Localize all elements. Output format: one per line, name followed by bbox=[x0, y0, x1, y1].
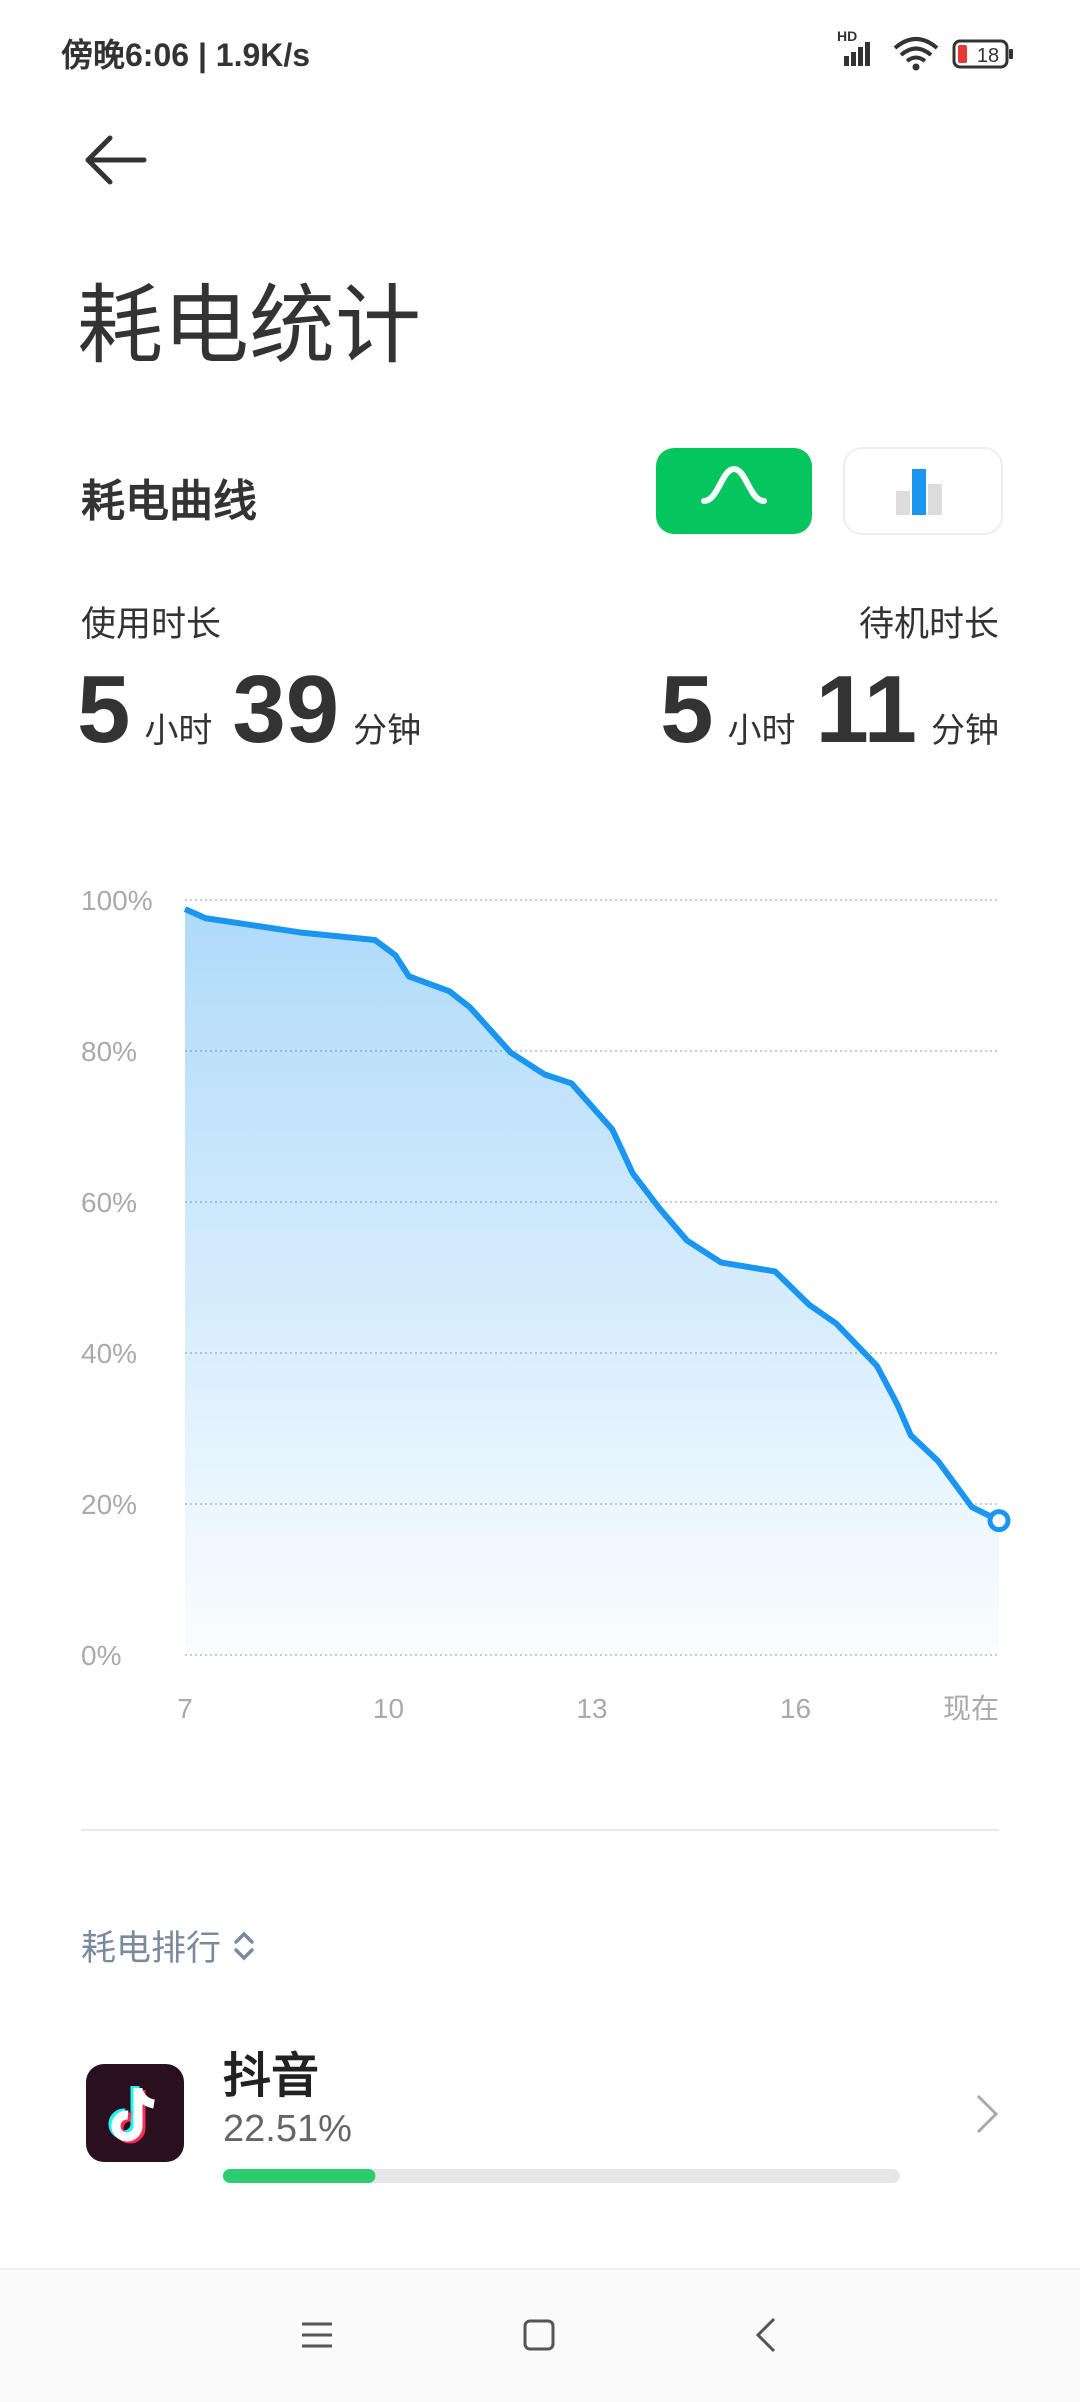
usage-value: 5 小时 39 分钟 bbox=[77, 655, 421, 765]
x-tick-label: 16 bbox=[780, 1693, 811, 1724]
x-tick-label: 13 bbox=[576, 1693, 607, 1724]
battery-level: 18 bbox=[977, 45, 999, 67]
ranking-sort[interactable]: 耗电排行 bbox=[81, 1920, 259, 1971]
y-tick-label: 60% bbox=[81, 1187, 137, 1218]
usage-hours: 5 bbox=[77, 656, 131, 763]
usage-label: 使用时长 bbox=[81, 605, 222, 644]
y-tick-label: 100% bbox=[81, 885, 153, 916]
x-tick-label: 10 bbox=[373, 1693, 404, 1724]
view-toggle[interactable] bbox=[652, 444, 1006, 540]
app-percent: 22.51% bbox=[223, 2108, 352, 2150]
current-point bbox=[987, 1509, 1011, 1533]
y-tick-label: 80% bbox=[81, 1036, 137, 1067]
section-title: 耗电曲线 bbox=[81, 477, 257, 526]
nav-menu[interactable] bbox=[300, 2318, 334, 2352]
back-button[interactable] bbox=[80, 130, 150, 190]
line bbox=[183, 906, 1001, 1524]
standby-label: 待机时长 bbox=[858, 605, 999, 644]
usage-bar bbox=[223, 2169, 900, 2183]
y-tick-label: 0% bbox=[81, 1640, 121, 1671]
chevron-right bbox=[976, 2094, 999, 2134]
status-time: 傍晚6:06 | 1.9K/s bbox=[61, 37, 311, 73]
standby-minutes-unit: 分钟 bbox=[931, 712, 999, 750]
sort-icon bbox=[234, 1931, 254, 1960]
standby-hours: 5 bbox=[660, 656, 714, 763]
divider bbox=[81, 1829, 999, 1831]
x-tick-label: 现在 bbox=[943, 1693, 999, 1724]
nav-back[interactable] bbox=[752, 2316, 782, 2354]
x-tick-label: 7 bbox=[177, 1693, 193, 1724]
ranking-title: 耗电排行 bbox=[81, 1929, 222, 1968]
page-title: 耗电统计 bbox=[77, 278, 421, 374]
standby-value: 5 小时 11 分钟 bbox=[660, 655, 999, 765]
nav-home[interactable] bbox=[522, 2318, 556, 2352]
usage-bar-fill bbox=[223, 2169, 376, 2183]
status-icons: HD 18 bbox=[837, 28, 1013, 71]
nav-bar bbox=[0, 2268, 1080, 2402]
standby-minutes: 11 bbox=[815, 656, 917, 763]
area-fill bbox=[185, 909, 999, 1655]
usage-minutes: 39 bbox=[232, 656, 340, 763]
usage-hours-unit: 小时 bbox=[144, 712, 213, 750]
y-tick-label: 40% bbox=[81, 1338, 137, 1369]
app-icon bbox=[86, 2064, 184, 2162]
usage-minutes-unit: 分钟 bbox=[353, 712, 422, 750]
app-name: 抖音 bbox=[223, 2050, 320, 2103]
network-label: HD bbox=[837, 28, 857, 44]
y-tick-label: 20% bbox=[81, 1489, 137, 1520]
standby-hours-unit: 小时 bbox=[727, 712, 796, 750]
ranking-item[interactable]: 抖音 22.51% bbox=[0, 2020, 1080, 2210]
chart: 0% 20% 40% 60% 80% 100% 7 10 13 16 现在 bbox=[81, 885, 1011, 1724]
